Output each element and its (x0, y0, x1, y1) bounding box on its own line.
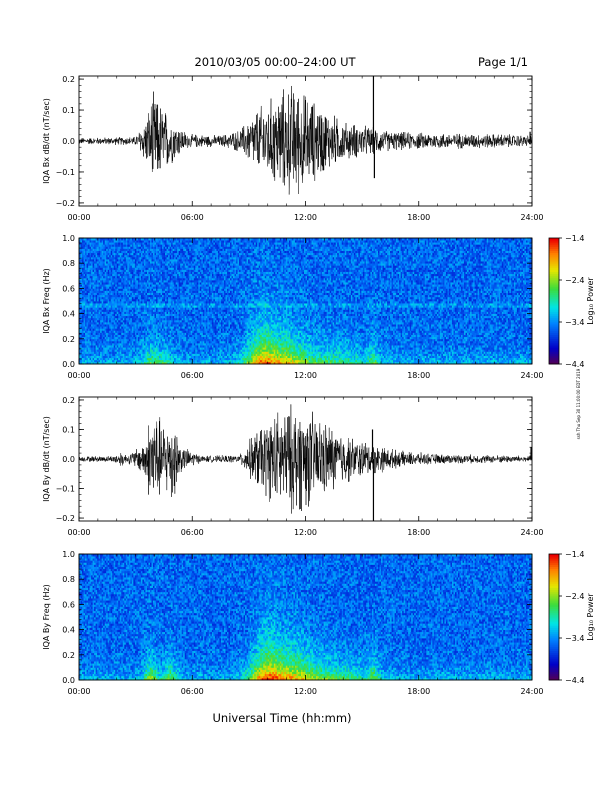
x-tick-label: 18:00 (407, 213, 430, 222)
x-tick-label: 06:00 (181, 213, 204, 222)
x-tick-label: 24:00 (520, 213, 543, 222)
page-title: 2010/03/05 00:00–24:00 UT (194, 55, 356, 69)
panels: −0.2 −0.1 0.0 0.1 0.2 00:00 06:00 12:00 18:00 24:… (42, 75, 595, 696)
series-trace (79, 86, 532, 195)
x-tick-label: 12:00 (294, 213, 317, 222)
y-tick-label: 0.1 (62, 106, 75, 115)
y-tick-label: 0.2 (62, 75, 75, 84)
panel-bx-dbdt: −0.2 −0.1 0.0 0.1 0.2 00:00 06:00 12:00 18:00 24:… (42, 75, 544, 222)
y-tick-label: −0.2 (56, 199, 75, 208)
page-number: Page 1/1 (478, 55, 528, 69)
figure: 2010/03/05 00:00–24:00 UT Page 1/1 −0.2−… (0, 0, 612, 792)
y-tick-label: 0.0 (62, 137, 75, 146)
y-tick-label: −0.1 (56, 168, 75, 177)
x-tick-label: 00:00 (67, 213, 90, 222)
y-axis-label: IQA Bx dB/dt (nT/sec) (42, 98, 51, 184)
